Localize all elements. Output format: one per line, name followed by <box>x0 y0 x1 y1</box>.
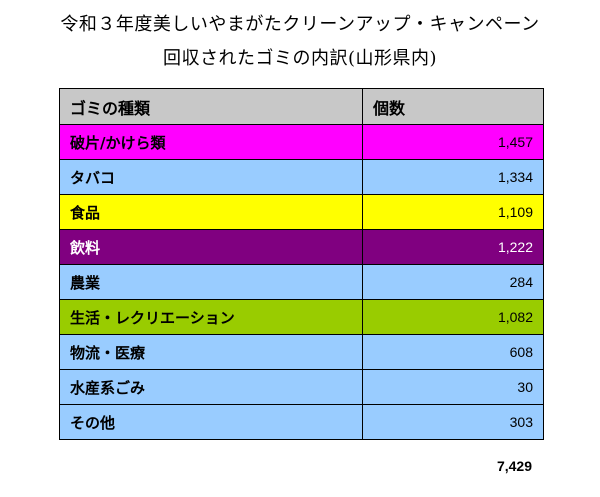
row-type: 水産系ごみ <box>59 369 363 405</box>
row-count: 1,334 <box>362 159 544 195</box>
row-count: 30 <box>362 369 544 405</box>
table-row: 破片/かけら類 1,457 <box>59 124 544 160</box>
header-type: ゴミの種類 <box>59 88 363 125</box>
table-row: その他 303 <box>59 404 544 440</box>
row-count: 1,457 <box>362 124 544 160</box>
row-type: 食品 <box>59 194 363 230</box>
table-header-row: ゴミの種類 個数 <box>59 88 544 125</box>
table-row: タバコ 1,334 <box>59 159 544 195</box>
page-subtitle: 回収されたゴミの内訳(山形県内) <box>162 48 438 69</box>
header-count: 個数 <box>362 88 544 125</box>
table-row: 生活・レクリエーション 1,082 <box>59 299 544 335</box>
row-type: 飲料 <box>59 229 363 265</box>
row-count: 1,082 <box>362 299 544 335</box>
table-row: 飲料 1,222 <box>59 229 544 265</box>
row-count: 303 <box>362 404 544 440</box>
table-row: 物流・医療 608 <box>59 334 544 370</box>
row-type: 物流・医療 <box>59 334 363 370</box>
page-title: 令和３年度美しいやまがたクリーンアップ・キャンペーン <box>60 14 540 35</box>
total-count: 7,429 <box>496 458 532 474</box>
row-type: 農業 <box>59 264 363 300</box>
row-count: 284 <box>362 264 544 300</box>
row-type: その他 <box>59 404 363 440</box>
row-count: 1,222 <box>362 229 544 265</box>
row-type: タバコ <box>59 159 363 195</box>
row-count: 608 <box>362 334 544 370</box>
row-type: 生活・レクリエーション <box>59 299 363 335</box>
table-row: 食品 1,109 <box>59 194 544 230</box>
row-count: 1,109 <box>362 194 544 230</box>
table-row: 農業 284 <box>59 264 544 300</box>
table-row: 水産系ごみ 30 <box>59 369 544 405</box>
row-type: 破片/かけら類 <box>59 124 363 160</box>
garbage-breakdown-table: ゴミの種類 個数 破片/かけら類 1,457 タバコ 1,334 食品 1,10… <box>59 88 544 440</box>
